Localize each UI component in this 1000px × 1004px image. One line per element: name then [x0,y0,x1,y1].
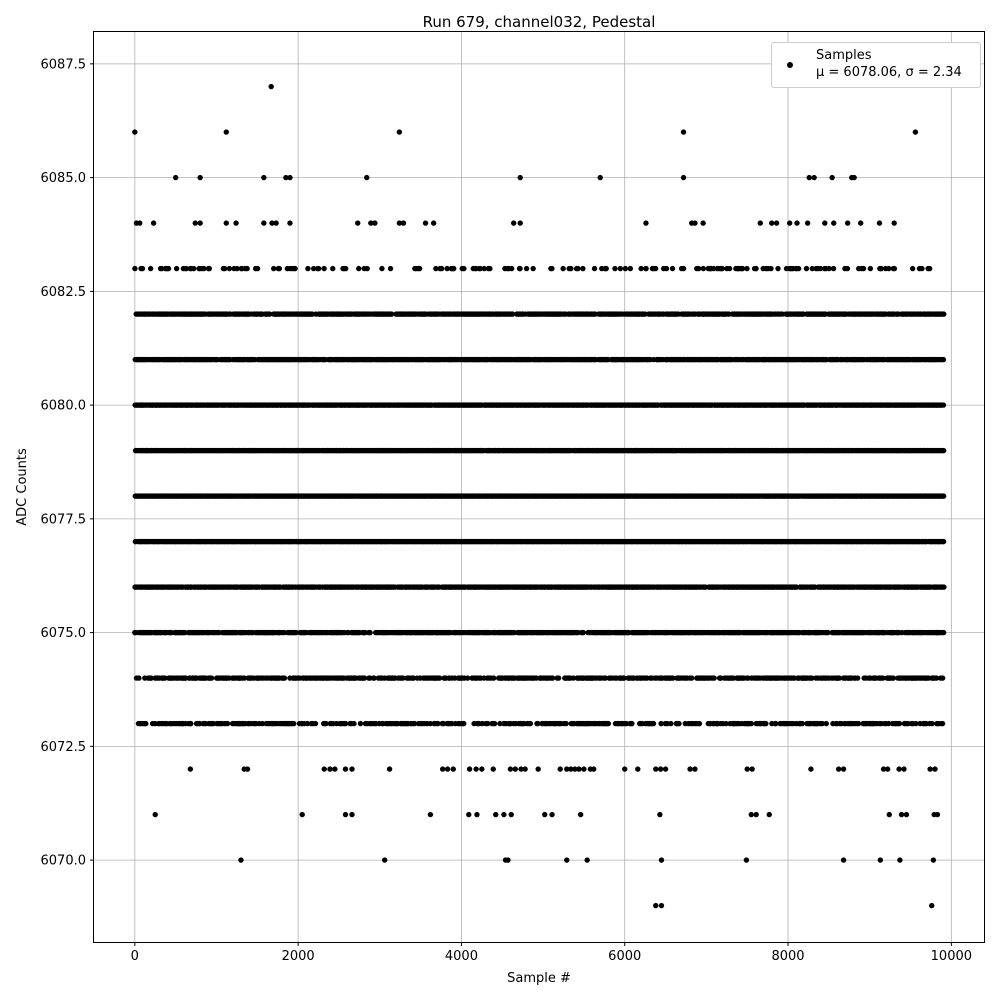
data-point [941,311,946,316]
data-point [941,448,946,453]
data-point [941,539,946,544]
data-point [941,402,946,407]
data-point [941,493,946,498]
data-point [941,357,946,362]
